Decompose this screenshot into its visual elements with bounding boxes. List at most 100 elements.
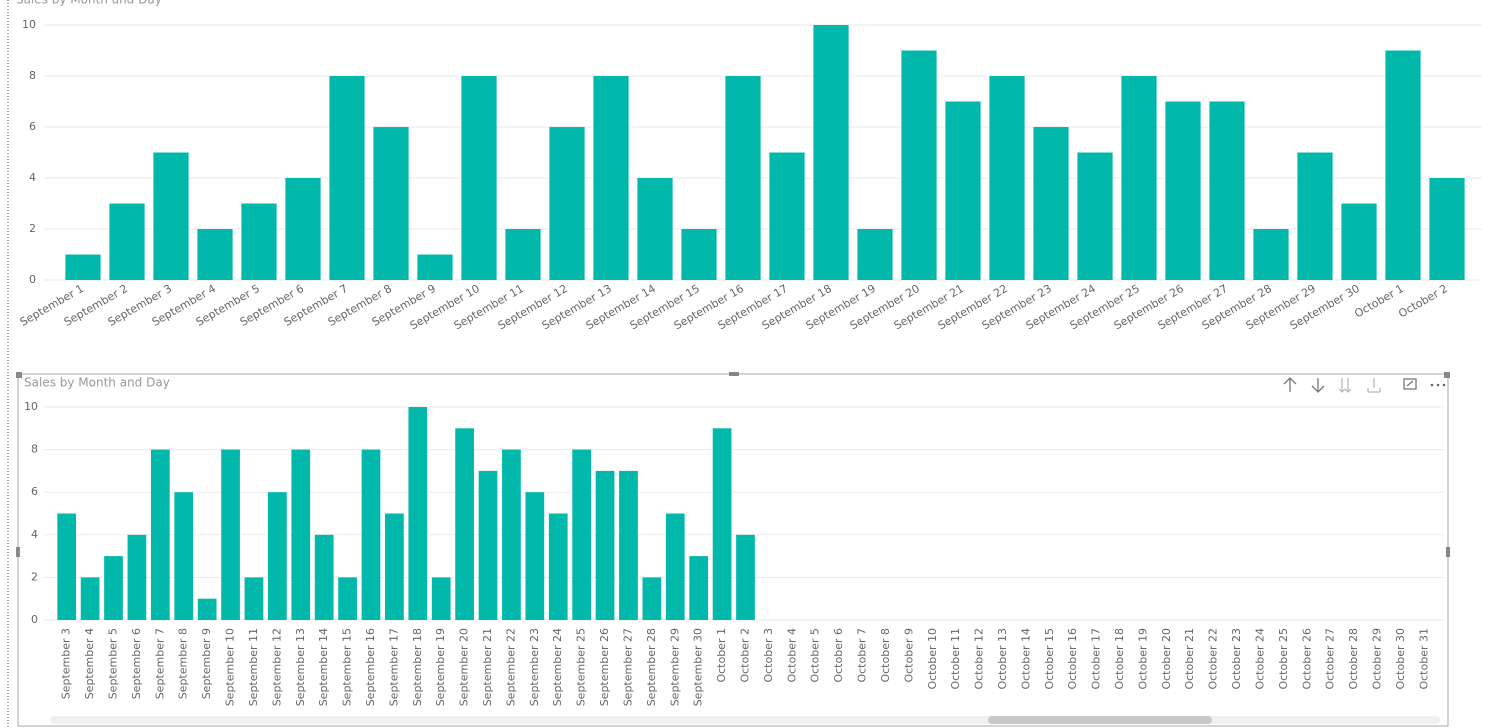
x-tick-label: October 29 <box>1370 628 1383 690</box>
visual-header-icons <box>1283 377 1417 393</box>
bar <box>150 449 170 620</box>
bar <box>57 513 77 620</box>
bar <box>505 229 541 280</box>
bar <box>109 203 145 280</box>
y-tick-label: 2 <box>31 570 38 583</box>
x-tick-label: September 13 <box>294 628 307 706</box>
x-tick-label: September 30 <box>692 628 705 706</box>
x-tick-label: October 22 <box>1207 628 1220 690</box>
bar <box>127 534 147 620</box>
x-tick-label: October 3 <box>762 628 775 683</box>
bar <box>548 513 568 620</box>
x-tick-label: September 25 <box>575 628 588 706</box>
x-tick-label: October 7 <box>856 628 869 683</box>
bar <box>595 470 615 620</box>
bar <box>712 428 732 620</box>
handle[interactable] <box>1444 372 1450 378</box>
bar <box>1033 127 1069 280</box>
x-tick-label: September 20 <box>458 628 471 706</box>
x-tick-label: September 12 <box>270 628 283 706</box>
focus-mode-icon[interactable] <box>1403 378 1417 390</box>
x-tick-label: October 25 <box>1277 628 1290 690</box>
x-tick-label: October 24 <box>1253 628 1266 690</box>
bar <box>221 449 240 620</box>
bar <box>642 577 662 620</box>
x-tick-label: October 23 <box>1230 628 1243 690</box>
x-tick-label: October 8 <box>879 628 892 683</box>
x-tick-label: October 16 <box>1066 628 1079 690</box>
x-tick-label: September 17 <box>387 628 400 706</box>
x-tick-label: September 7 <box>153 628 166 699</box>
x-tick-label: October 27 <box>1324 628 1337 690</box>
x-tick-label: October 26 <box>1300 628 1313 690</box>
x-tick-label: October 20 <box>1160 628 1173 690</box>
x-tick-label: October 13 <box>996 628 1009 690</box>
x-tick-label: September 29 <box>668 628 681 706</box>
x-tick-label: September 24 <box>551 628 564 706</box>
x-tick-label: October 21 <box>1183 628 1196 690</box>
bar <box>461 76 497 280</box>
dot <box>1436 383 1440 387</box>
x-tick-label: October 2 <box>1396 282 1450 321</box>
x-tick-label: October 6 <box>832 628 845 683</box>
x-tick-label: September 9 <box>200 628 213 699</box>
x-tick-label: October 30 <box>1394 628 1407 690</box>
y-tick-label: 0 <box>29 273 36 286</box>
bar <box>104 556 123 620</box>
y-tick-label: 2 <box>29 222 36 235</box>
x-tick-label: September 27 <box>621 628 634 706</box>
bar <box>857 229 893 280</box>
bar <box>241 203 277 280</box>
drill-up-icon[interactable] <box>1283 377 1297 392</box>
handle[interactable] <box>729 372 739 376</box>
more-options-icon[interactable] <box>1430 383 1446 387</box>
x-tick-label: October 2 <box>739 628 752 683</box>
bar <box>593 76 629 280</box>
scrollbar-thumb[interactable] <box>988 716 1212 724</box>
x-tick-label: September 18 <box>411 628 424 706</box>
x-tick-label: October 31 <box>1417 628 1430 690</box>
bar <box>80 577 100 620</box>
x-tick-label: September 10 <box>224 628 237 706</box>
x-tick-label: September 8 <box>177 628 190 699</box>
bar <box>572 449 592 620</box>
x-tick-label: September 6 <box>130 628 143 699</box>
focus-arrow <box>1406 380 1414 387</box>
bar <box>408 407 428 620</box>
x-tick-label: September 28 <box>645 628 658 706</box>
x-tick-label: September 11 <box>247 628 260 706</box>
x-tick-label: October 12 <box>973 628 986 690</box>
x-tick-label: October 14 <box>1019 628 1032 690</box>
bar <box>901 50 937 280</box>
y-tick-label: 0 <box>31 613 38 626</box>
handle[interactable] <box>16 547 20 557</box>
x-tick-label: September 21 <box>481 628 494 706</box>
expand-next-icon[interactable] <box>1367 378 1381 393</box>
expand-all-icon[interactable] <box>1338 378 1352 393</box>
scrollbar-track[interactable] <box>50 716 1440 724</box>
x-tick-label: September 14 <box>317 628 330 706</box>
y-tick-label: 4 <box>29 171 36 184</box>
resize-handles <box>16 372 1450 557</box>
handle[interactable] <box>1446 547 1450 557</box>
x-tick-label: September 5 <box>107 628 120 699</box>
x-tick-label: October 10 <box>926 628 939 690</box>
bar <box>1209 101 1245 280</box>
x-tick-label: September 26 <box>598 628 611 706</box>
x-tick-label: October 1 <box>1352 282 1406 321</box>
x-tick-label: September 23 <box>528 628 541 706</box>
x-tick-label: September 22 <box>504 628 517 706</box>
bar <box>1077 152 1113 280</box>
bar <box>291 449 311 620</box>
bar <box>1385 50 1421 280</box>
bar <box>1341 203 1377 280</box>
x-tick-label: October 1 <box>715 628 728 683</box>
bar <box>268 492 287 620</box>
chart-title: Sales by Month and Day <box>16 0 162 7</box>
x-tick-label: September 15 <box>341 628 354 706</box>
y-tick-label: 10 <box>24 400 38 413</box>
handle[interactable] <box>16 372 22 378</box>
drill-down-icon[interactable] <box>1311 378 1325 393</box>
bar <box>769 152 805 280</box>
bar <box>549 127 585 280</box>
